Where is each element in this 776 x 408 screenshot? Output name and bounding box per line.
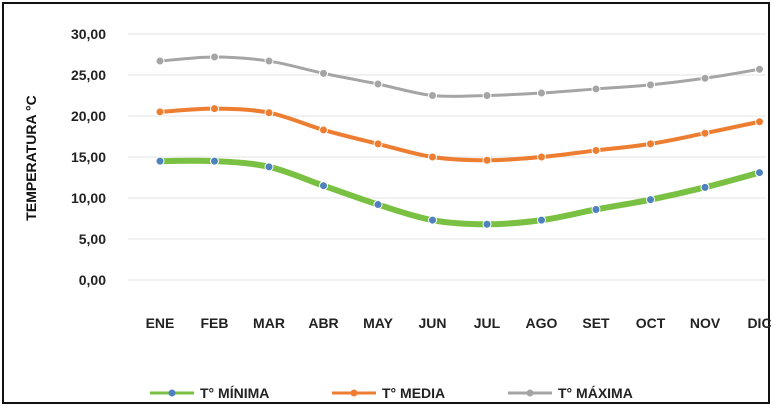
series-line-3 bbox=[158, 55, 761, 98]
data-point bbox=[264, 108, 274, 118]
legend-label: T° MÍNIMA bbox=[200, 385, 269, 401]
x-tick-label: SET bbox=[582, 315, 610, 331]
y-tick-label: 15,00 bbox=[71, 149, 106, 165]
data-point bbox=[373, 79, 383, 89]
legend-marker bbox=[350, 389, 358, 397]
data-point bbox=[537, 215, 546, 225]
data-point bbox=[373, 200, 383, 210]
legend-marker bbox=[526, 389, 534, 397]
data-point bbox=[210, 156, 219, 166]
y-tick-label: 25,00 bbox=[71, 67, 106, 83]
data-point bbox=[428, 91, 437, 100]
y-tick-label: 10,00 bbox=[71, 190, 106, 206]
data-point bbox=[482, 155, 492, 165]
legend: T° MÍNIMA T° MEDIA T° MÁXIMA bbox=[150, 385, 633, 401]
y-tick-label: 30,00 bbox=[71, 26, 106, 42]
x-axis-ticks: ENE FEB MAR ABR MAY JUN JUL AGO SET OCT NOV DIC bbox=[146, 315, 772, 331]
series-group bbox=[155, 52, 764, 229]
x-tick-label: AGO bbox=[526, 315, 558, 331]
data-point bbox=[646, 195, 655, 205]
data-point bbox=[700, 128, 710, 138]
data-point bbox=[319, 68, 328, 78]
x-tick-label: MAR bbox=[253, 315, 285, 331]
legend-marker bbox=[168, 389, 176, 397]
y-axis-title: TEMPERATURA °C bbox=[23, 95, 39, 220]
y-tick-label: 20,00 bbox=[71, 108, 106, 124]
data-point bbox=[700, 73, 710, 83]
data-point bbox=[373, 139, 383, 149]
data-point bbox=[755, 168, 764, 178]
data-point bbox=[264, 56, 274, 66]
data-point bbox=[428, 152, 437, 162]
data-point bbox=[319, 125, 328, 135]
data-point bbox=[155, 156, 165, 166]
x-tick-label: FEB bbox=[201, 315, 229, 331]
x-tick-label: DIC bbox=[747, 315, 771, 331]
data-point bbox=[482, 219, 492, 229]
y-tick-label: 0,00 bbox=[79, 272, 106, 288]
data-point bbox=[700, 182, 710, 192]
data-point bbox=[646, 80, 655, 90]
data-point bbox=[210, 52, 219, 62]
x-tick-label: ENE bbox=[146, 315, 175, 331]
data-point bbox=[319, 181, 328, 191]
grid-lines bbox=[128, 33, 766, 281]
data-point bbox=[646, 139, 655, 149]
data-point bbox=[155, 56, 165, 66]
data-point bbox=[591, 145, 601, 155]
data-point bbox=[537, 152, 546, 162]
x-tick-label: JUL bbox=[474, 315, 501, 331]
y-axis-ticks: 0,00 5,00 10,00 15,00 20,00 25,00 30,00 bbox=[71, 26, 106, 288]
x-tick-label: MAY bbox=[363, 315, 393, 331]
data-point bbox=[264, 162, 274, 172]
legend-label: T° MEDIA bbox=[382, 385, 445, 401]
data-point bbox=[755, 117, 764, 127]
y-tick-label: 5,00 bbox=[79, 231, 106, 247]
legend-label: T° MÁXIMA bbox=[558, 385, 633, 401]
data-point bbox=[537, 88, 546, 98]
data-point bbox=[591, 84, 601, 94]
series-line-1 bbox=[157, 157, 763, 228]
x-tick-label: OCT bbox=[636, 315, 666, 331]
x-tick-label: ABR bbox=[308, 315, 338, 331]
data-point bbox=[210, 104, 219, 114]
data-point bbox=[591, 204, 601, 214]
x-tick-label: NOV bbox=[690, 315, 721, 331]
series-line-2 bbox=[158, 106, 762, 163]
data-point bbox=[155, 107, 165, 117]
data-point bbox=[428, 215, 437, 225]
x-tick-label: JUN bbox=[418, 315, 446, 331]
data-point bbox=[755, 64, 764, 74]
data-point bbox=[482, 91, 492, 100]
